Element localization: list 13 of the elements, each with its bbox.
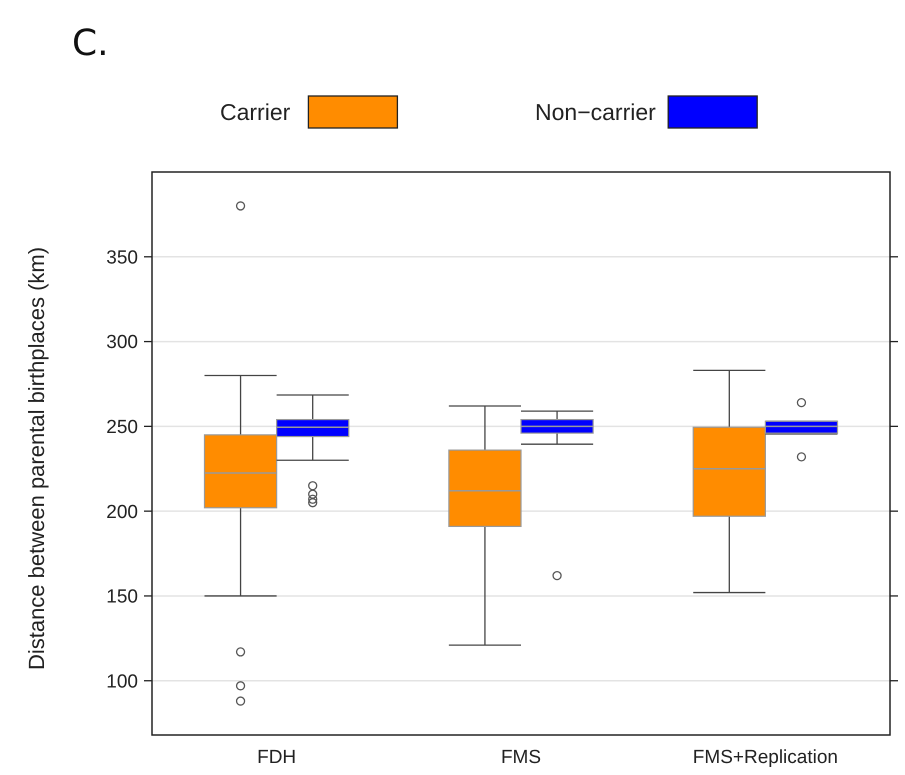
y-tick-label: 350 (106, 247, 138, 268)
legend-label: Carrier (220, 99, 291, 126)
y-axis-title: Distance between parental birthplaces (km) (24, 246, 49, 670)
y-tick-label: 250 (106, 417, 138, 438)
legend-label: Non−carrier (535, 99, 656, 126)
chart-title: C. (72, 23, 109, 64)
y-tick-label: 300 (106, 332, 138, 354)
x-tick-label: FDH (257, 747, 296, 768)
y-tick-label: 100 (106, 671, 138, 692)
y-tick-label: 200 (106, 502, 138, 523)
x-tick-label: FMS (500, 747, 542, 768)
y-tick-label: 150 (106, 586, 138, 608)
x-tick-label: FMS+Replication (692, 747, 838, 768)
